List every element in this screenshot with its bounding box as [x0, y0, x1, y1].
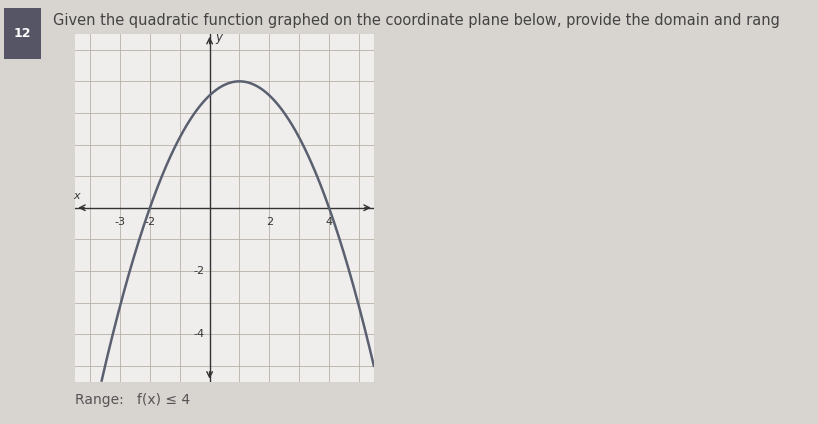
Text: 2: 2: [266, 217, 273, 227]
Text: y: y: [215, 31, 222, 44]
Text: -4: -4: [193, 329, 204, 339]
Text: 4: 4: [326, 217, 333, 227]
Text: -2: -2: [144, 217, 155, 227]
Text: Range:   f(x) ≤ 4: Range: f(x) ≤ 4: [75, 393, 191, 407]
Text: 12: 12: [14, 28, 31, 40]
Text: Given the quadratic function graphed on the coordinate plane below, provide the : Given the quadratic function graphed on …: [53, 13, 780, 28]
Text: -2: -2: [193, 266, 204, 276]
Text: x: x: [74, 191, 80, 201]
Text: -3: -3: [115, 217, 125, 227]
